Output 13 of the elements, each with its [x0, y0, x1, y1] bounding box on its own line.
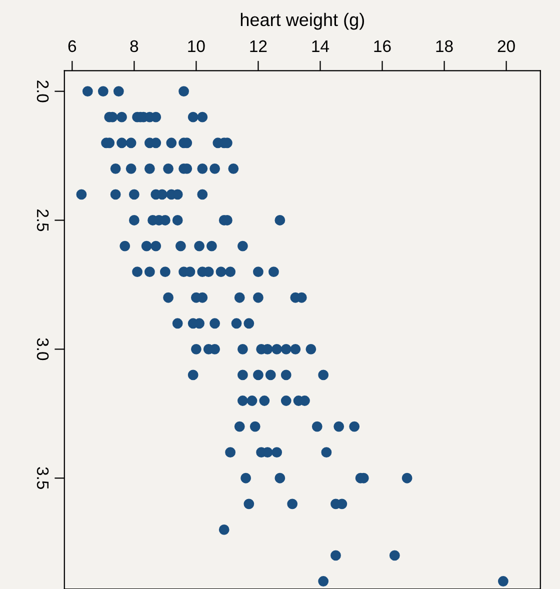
x-tick-label: 10 [188, 40, 205, 52]
y-tick-label: 3.0 [36, 338, 49, 360]
y-tick-label: 2.0 [36, 80, 49, 102]
x-tick-label: 8 [130, 40, 138, 52]
x-tick-label: 6 [68, 40, 76, 52]
x-tick-label: 18 [436, 40, 453, 52]
x-tick-label: 14 [312, 40, 330, 52]
y-tick-label: 2.5 [36, 210, 49, 232]
y-tick-label: 3.5 [36, 467, 49, 489]
x-axis-title: heart weight (g) [240, 12, 364, 30]
x-tick-label: 20 [498, 40, 515, 52]
x-tick-label: 16 [374, 40, 391, 52]
x-tick-label: 12 [250, 40, 267, 52]
